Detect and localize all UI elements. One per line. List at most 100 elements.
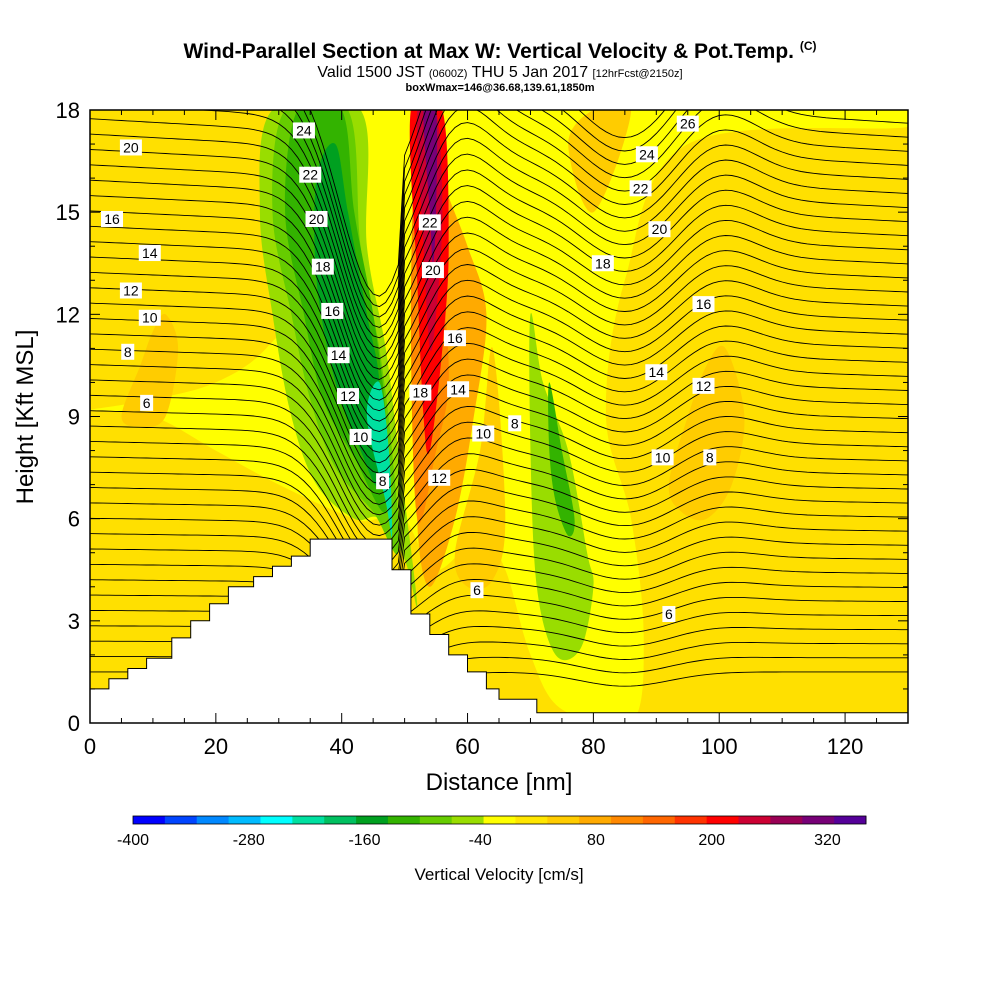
- colorbar-swatch: [547, 816, 580, 824]
- isentrope-label: 16: [692, 296, 715, 313]
- y-tick-label: 18: [56, 98, 80, 123]
- y-tick-label: 0: [68, 711, 80, 736]
- isentrope-line: [90, 484, 908, 599]
- isentrope-label-text: 12: [340, 388, 356, 404]
- isentrope-label-bg: [648, 221, 671, 238]
- colorbar-swatch: [133, 816, 166, 824]
- x-tick-label: 0: [84, 734, 96, 759]
- isentrope-line: [90, 563, 908, 651]
- isentrope-label: 22: [629, 180, 652, 197]
- isentrope-label-text: 16: [324, 303, 340, 319]
- y-tick-label: 15: [56, 200, 80, 225]
- isentrope-label: 14: [327, 347, 350, 364]
- isentrope-line: [90, 594, 908, 672]
- chart-subtitle-2: boxWmax=146@36.68,139.61,1850m: [405, 82, 595, 94]
- isentrope-label-bg: [428, 469, 451, 486]
- isentrope-label: 6: [470, 582, 484, 599]
- isentrope-label-bg: [591, 255, 614, 272]
- isentrope-label: 22: [299, 166, 322, 183]
- isentrope-label: 8: [703, 449, 717, 466]
- isentrope-label: 10: [349, 428, 372, 445]
- y-tick-label: 6: [68, 507, 80, 532]
- isentrope-label-bg: [409, 384, 432, 401]
- colorbar-label: -40: [469, 832, 492, 849]
- isentrope-label-bg: [311, 258, 334, 275]
- subtitle-utc: (0600Z): [428, 68, 468, 80]
- isentrope-line: [90, 579, 908, 661]
- isentrope-line: [90, 453, 908, 578]
- isentrope-label: 22: [418, 214, 441, 231]
- isentrope-label: 10: [651, 449, 674, 466]
- isentrope-label-bg: [292, 122, 315, 139]
- isentrope-label-text: 10: [142, 310, 158, 326]
- isentrope-label: 14: [447, 381, 470, 398]
- chart-title: Wind-Parallel Section at Max W: Vertical…: [183, 39, 817, 63]
- isentrope-line: [90, 311, 908, 485]
- isentrope-label-text: 10: [655, 449, 671, 465]
- isentrope-label-bg: [692, 377, 715, 394]
- isentrope-line: [90, 516, 908, 620]
- isentropes: [90, 110, 908, 723]
- isentrope-label-text: 18: [315, 259, 331, 275]
- colorbar-swatch: [260, 816, 293, 824]
- isentrope-label-bg: [692, 296, 715, 313]
- isentrope-label: 12: [428, 469, 451, 486]
- isentrope-line: [90, 122, 908, 360]
- x-tick-label: 80: [581, 734, 605, 759]
- x-tick-label: 100: [701, 734, 738, 759]
- plot-area: [90, 110, 908, 723]
- isentrope-label: 26: [676, 115, 699, 132]
- isentrope-label-text: 20: [652, 221, 668, 237]
- isentrope-label-bg: [645, 364, 668, 381]
- isentrope-line: [90, 531, 908, 630]
- x-tick-label: 20: [204, 734, 228, 759]
- colorbar-swatch: [356, 816, 389, 824]
- isentrope-label: 6: [140, 394, 154, 411]
- isentrope-label-text: 22: [422, 214, 438, 230]
- isentrope-line: [90, 437, 908, 568]
- isentrope-label: 24: [635, 146, 658, 163]
- colorbar-label: 320: [814, 832, 841, 849]
- isentrope-label-text: 24: [639, 146, 655, 162]
- isentrope-label-text: 12: [696, 378, 712, 394]
- x-tick-label: 40: [329, 734, 353, 759]
- isentrope-label-text: 8: [379, 473, 387, 489]
- colorbar-swatch: [324, 816, 357, 824]
- isentrope-label-text: 20: [425, 262, 441, 278]
- isentrope-label-bg: [140, 394, 154, 411]
- isentrope-label: 8: [376, 473, 390, 490]
- isentrope-line: [90, 153, 908, 380]
- isentrope-label: 18: [409, 384, 432, 401]
- isentrope-label-bg: [635, 146, 658, 163]
- isentrope-label-bg: [421, 262, 444, 279]
- isentrope-label: 8: [508, 415, 522, 432]
- colorbar: -400 -280 -160 -40 80 200 320: [117, 815, 867, 849]
- isentrope-label-text: 14: [649, 364, 665, 380]
- isentrope-line: [90, 405, 908, 547]
- isentrope-label-bg: [327, 347, 350, 364]
- isentrope-line: [90, 248, 908, 443]
- isentrope-label-text: 6: [473, 582, 481, 598]
- isentrope-label-text: 16: [104, 211, 120, 227]
- isentrope-label-bg: [443, 330, 466, 347]
- isentrope-label-bg: [470, 582, 484, 599]
- isentrope-label: 20: [421, 262, 444, 279]
- isentrope-line: [90, 374, 908, 526]
- isentrope-label-bg: [336, 388, 359, 405]
- title-mark: (C): [799, 39, 817, 53]
- velocity-region-11: [548, 382, 575, 537]
- colorbar-swatch: [419, 816, 453, 824]
- colorbar-swatch: [770, 816, 803, 824]
- isentrope-line: [90, 469, 908, 589]
- x-tick-label: 60: [455, 734, 479, 759]
- isentrope-label: 16: [101, 210, 124, 227]
- isentrope-label-text: 8: [706, 449, 714, 465]
- isentrope-line: [90, 169, 908, 391]
- y-axis-title: Height [Kft MSL]: [12, 330, 39, 505]
- isentrope-label-text: 14: [142, 245, 158, 261]
- isentrope-label-bg: [651, 449, 674, 466]
- isentrope-label-text: 20: [309, 211, 325, 227]
- colorbar-swatch: [451, 816, 485, 824]
- isentrope-line: [279, 110, 908, 328]
- isentrope-label-text: 20: [123, 139, 139, 155]
